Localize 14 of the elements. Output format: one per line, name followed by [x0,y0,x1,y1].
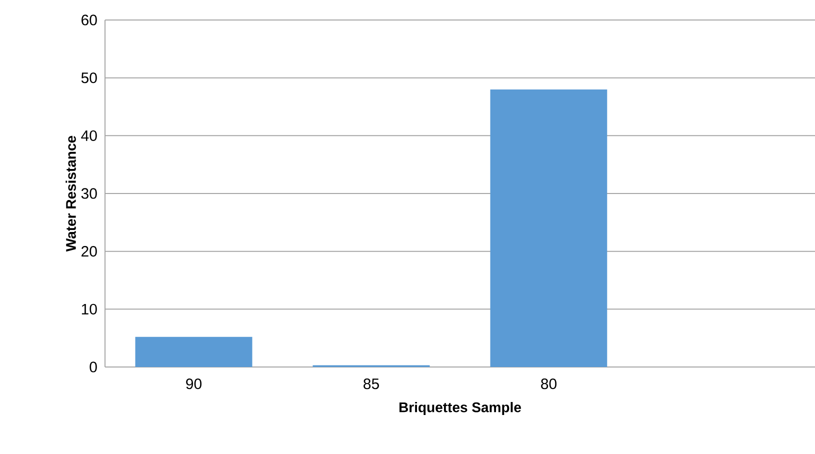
bar [490,89,608,367]
bar [135,336,252,367]
y-tick-label: 50 [81,72,97,84]
x-tick-label: 80 [541,378,556,390]
x-axis-title: Briquettes Sample [399,402,521,416]
x-tick-label: 85 [364,378,379,390]
y-tick-label: 60 [82,14,97,26]
y-tick-label: 40 [81,130,97,141]
y-tick-label: 0 [90,362,97,372]
y-axis-title: Water Resistance [66,136,76,252]
y-tick-label: 10 [82,304,97,314]
x-tick-label: 90 [186,378,202,390]
y-tick-label: 30 [81,188,97,199]
y-tick-label: 20 [82,246,97,257]
